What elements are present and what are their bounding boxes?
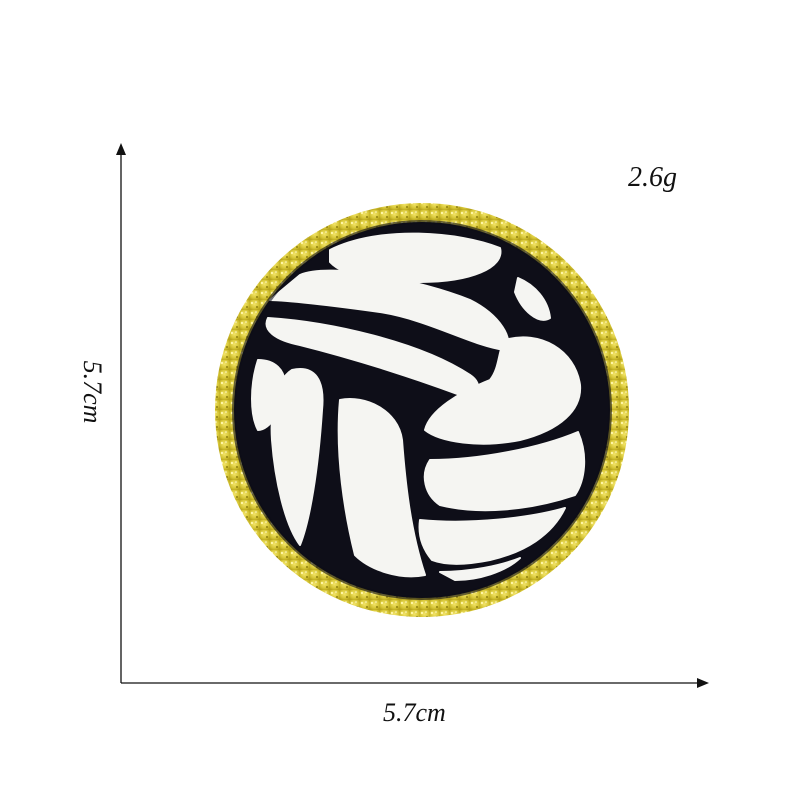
width-label: 5.7cm: [383, 698, 446, 727]
vertical-axis: [116, 143, 126, 683]
weight-label: 2.6g: [628, 162, 677, 193]
horizontal-axis: [121, 678, 709, 688]
volleyball-icon: [251, 232, 586, 581]
volleyball-patch: [215, 203, 629, 617]
height-label: 5.7cm: [78, 360, 107, 424]
arrow-up-icon: [116, 143, 126, 155]
arrow-right-icon: [697, 678, 709, 688]
